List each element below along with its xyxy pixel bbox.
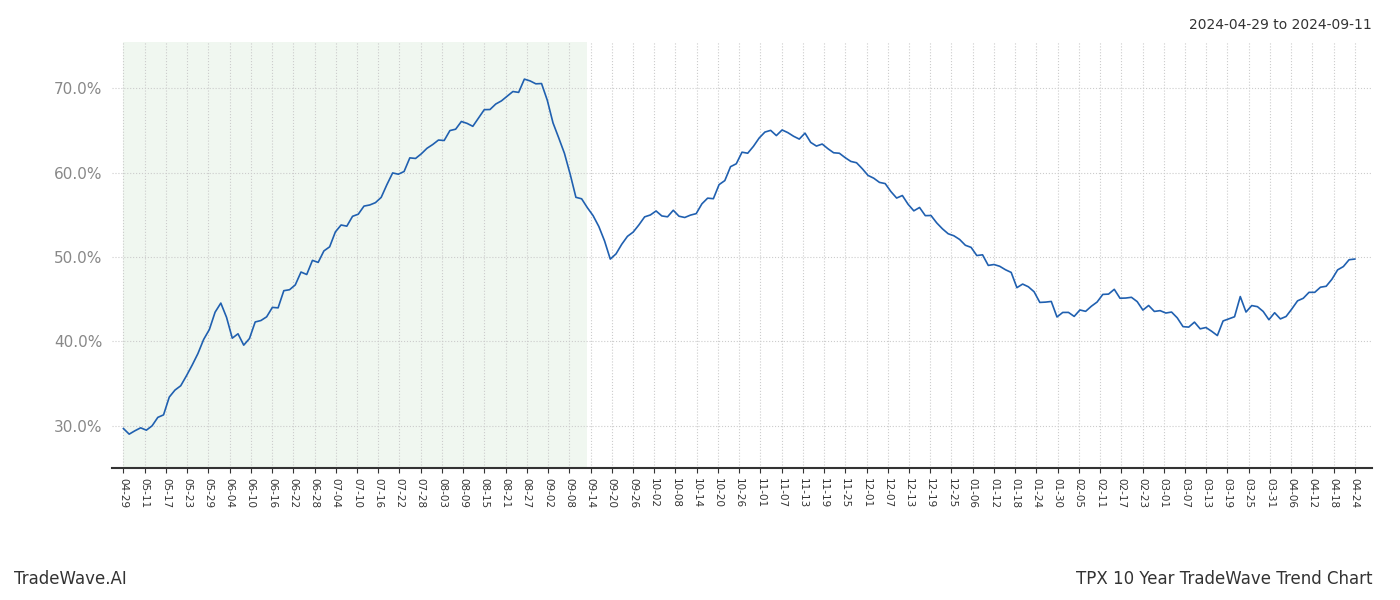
Bar	[123, 42, 588, 468]
Text: 2024-04-29 to 2024-09-11: 2024-04-29 to 2024-09-11	[1189, 18, 1372, 32]
Text: TradeWave.AI: TradeWave.AI	[14, 570, 127, 588]
Text: TPX 10 Year TradeWave Trend Chart: TPX 10 Year TradeWave Trend Chart	[1075, 570, 1372, 588]
